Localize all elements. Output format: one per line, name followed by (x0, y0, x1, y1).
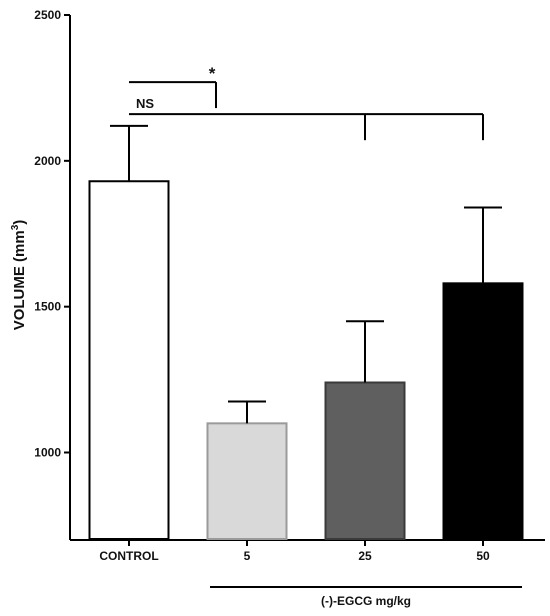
y-ticks: 1000 1500 2000 2500 (34, 8, 70, 460)
x-tick-label: 50 (476, 549, 490, 563)
y-tick-label: 1500 (34, 300, 61, 314)
y-axis-title: VOLUME (mm3) (10, 220, 28, 331)
group-label: (-)-EGCG mg/kg (321, 594, 411, 608)
x-tick-label: CONTROL (99, 549, 158, 563)
significance-annotations: * NS (129, 64, 484, 141)
significance-star: * (209, 64, 216, 83)
error-bars (110, 124, 502, 424)
y-tick-label: 1000 (34, 446, 61, 460)
y-axis-title-superscript: 3 (10, 224, 21, 230)
x-tick-label: 25 (358, 549, 372, 563)
x-tick-label: 5 (244, 549, 251, 563)
bar (88, 180, 170, 540)
significance-ns: NS (136, 96, 154, 111)
bar (324, 381, 406, 540)
bar (442, 282, 524, 541)
y-tick-label: 2500 (34, 8, 61, 22)
y-axis-title-end: ) (11, 220, 28, 225)
x-tick-labels: CONTROL 5 25 50 (99, 540, 490, 563)
bar (206, 422, 288, 541)
y-axis-title-main: VOLUME (mm (11, 230, 28, 330)
bars (88, 180, 524, 541)
y-tick-label: 2000 (34, 154, 61, 168)
